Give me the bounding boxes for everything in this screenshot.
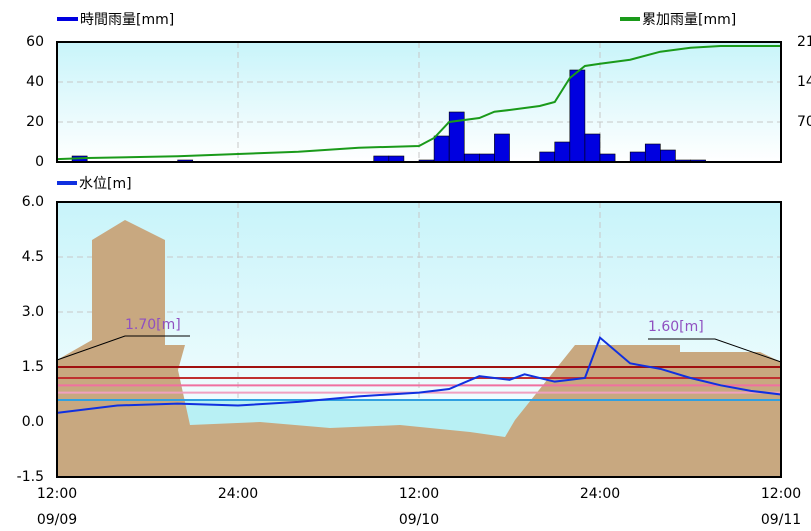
chart: 1.70[m] 1.60[m] 時間雨量[mm] 累加雨量[mm] 水位[m] … <box>0 0 811 531</box>
y-tick-label: 4.5 <box>22 249 44 265</box>
x-tick-date: 09/11 <box>761 512 801 528</box>
x-tick-label: 12:00 <box>37 486 77 502</box>
bar <box>570 70 585 162</box>
y-tick-label: 0.0 <box>22 414 44 430</box>
bar <box>585 134 600 162</box>
bar <box>660 150 675 162</box>
x-tick-date: 09/09 <box>37 512 77 528</box>
bar <box>479 154 494 162</box>
y-tick-label: 3.0 <box>22 304 44 320</box>
x-tick-label: 24:00 <box>218 486 258 502</box>
y-tick-label: -1.5 <box>17 469 44 485</box>
y-tick-label: 0 <box>35 154 44 170</box>
x-tick-label: 24:00 <box>580 486 620 502</box>
y2-tick-label: 210 <box>797 34 811 50</box>
bar <box>434 136 449 162</box>
bar <box>464 154 479 162</box>
legend-label: 水位[m] <box>79 176 132 192</box>
x-tick-date: 09/10 <box>399 512 439 528</box>
y2-tick-label: 70 <box>797 114 811 130</box>
legend-label: 時間雨量[mm] <box>80 12 174 28</box>
bar <box>555 142 570 162</box>
legend-label: 累加雨量[mm] <box>642 12 736 28</box>
annotation: 1.70[m] <box>125 317 181 333</box>
annotation: 1.60[m] <box>648 319 704 335</box>
bar <box>600 154 615 162</box>
y-tick-label: 6.0 <box>22 194 44 210</box>
y2-tick-label: 140 <box>797 74 811 90</box>
bar <box>494 134 509 162</box>
y-tick-label: 1.5 <box>22 359 44 375</box>
bar <box>630 152 645 162</box>
page: 1.70[m] 1.60[m] 時間雨量[mm] 累加雨量[mm] 水位[m] … <box>0 0 811 531</box>
y-tick-label: 20 <box>26 114 44 130</box>
bar <box>645 144 660 162</box>
y-tick-label: 40 <box>26 74 44 90</box>
bar <box>540 152 555 162</box>
x-tick-label: 12:00 <box>399 486 439 502</box>
x-tick-label: 12:00 <box>761 486 801 502</box>
y-tick-label: 60 <box>26 34 44 50</box>
